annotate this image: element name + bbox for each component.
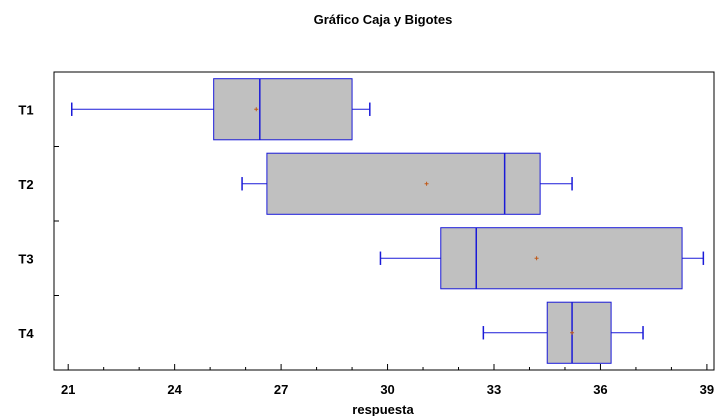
x-axis-label: respuesta [352, 402, 414, 416]
x-tick-label: 27 [274, 382, 288, 397]
box-group-t1 [70, 78, 371, 141]
category-label-t2: T2 [18, 177, 33, 192]
box-iqr [266, 152, 541, 215]
plot-frame [53, 71, 715, 371]
box-iqr [546, 301, 612, 364]
category-label-t3: T3 [18, 251, 33, 266]
chart-title: Gráfico Caja y Bigotes [314, 12, 453, 27]
x-tick-label: 30 [380, 382, 394, 397]
box-group-t2 [241, 152, 573, 215]
x-tick-label: 33 [487, 382, 501, 397]
x-tick-label: 21 [61, 382, 75, 397]
box-iqr [213, 78, 353, 141]
x-tick-label: 39 [700, 382, 714, 397]
category-label-t4: T4 [18, 326, 34, 341]
axes-layer: T1 T2 T3 T4 21 24 27 30 33 36 39 [18, 71, 714, 397]
box-group-t4 [482, 301, 644, 364]
x-tick-label: 24 [167, 382, 182, 397]
boxes-layer [70, 78, 705, 364]
category-label-t1: T1 [18, 102, 33, 117]
box-group-t3 [379, 227, 705, 290]
x-tick-label: 36 [593, 382, 607, 397]
box-iqr [440, 227, 683, 290]
